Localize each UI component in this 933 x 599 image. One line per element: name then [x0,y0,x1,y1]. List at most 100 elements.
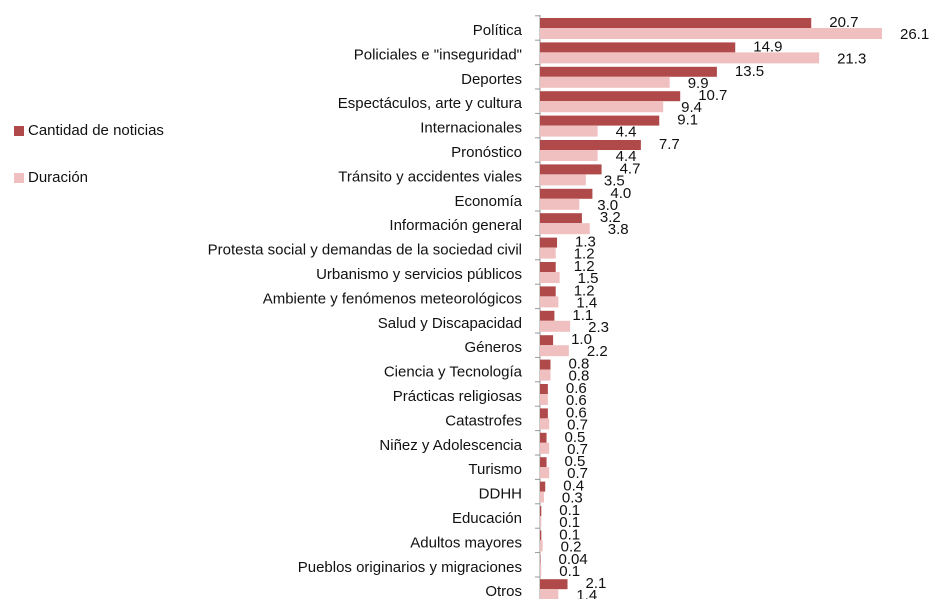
bar [540,91,681,102]
value-label: 21.3 [837,50,866,67]
y-tick-label: Salud y Discapacidad [378,315,522,332]
value-label: 2.3 [588,319,609,336]
value-label: 4.4 [616,124,637,141]
value-label: 0.6 [566,380,587,397]
value-label: 26.1 [900,26,929,43]
value-label: 4.0 [610,185,631,202]
y-tick-label: Política [473,22,523,39]
bar [540,125,598,137]
y-tick-label: Otros [485,583,522,599]
bar [540,564,542,576]
bar [540,335,554,346]
bar [540,101,664,113]
legend-label: Duración [28,169,88,186]
bar [540,579,568,590]
bar [540,272,560,283]
value-label: 14.9 [753,38,782,55]
y-tick-label: Espectáculos, arte y cultura [338,95,523,112]
value-label: 9.1 [677,112,698,129]
bar [540,198,580,210]
bar [540,247,556,259]
bar [540,296,559,308]
value-label: 1.0 [571,331,592,348]
y-tick-label: Deportes [461,71,522,88]
value-label: 1.2 [574,258,595,275]
bar [540,516,542,527]
y-tick-label: Tránsito y accidentes viales [338,168,522,185]
y-tick-label: Ciencia y Tecnología [384,364,523,381]
value-label: 0.7 [567,416,588,433]
legend-swatch [14,173,24,183]
value-label: 0.8 [568,356,589,373]
y-tick-label: Adultos mayores [410,534,522,551]
value-label: 2.2 [587,343,608,360]
value-label: 0.6 [566,392,587,409]
y-tick-label: Pueblos originarios y migraciones [298,559,522,576]
bar [540,174,586,186]
value-label: 0.04 [559,551,588,568]
bar [540,286,556,297]
y-tick-label: Internacionales [420,120,522,137]
value-label: 2.1 [586,575,607,592]
value-label: 0.1 [559,514,580,531]
value-label: 1.5 [578,270,599,287]
value-label: 10.7 [698,87,727,104]
value-label: 0.4 [563,478,584,495]
y-tick-label: Economía [454,193,522,210]
legend-swatch [14,126,24,136]
value-label: 0.7 [567,441,588,458]
value-label: 1.2 [574,282,595,299]
bar [540,457,547,468]
bar [540,52,820,64]
value-label: 0.5 [565,429,586,446]
bar [540,491,544,503]
bar [540,28,882,39]
value-label: 3.8 [608,221,629,238]
y-tick-label: Información general [389,217,522,234]
y-tick-label: Prácticas religiosas [393,388,522,405]
bar [540,432,547,443]
bar [540,418,550,430]
y-tick-label: Urbanismo y servicios públicos [316,266,522,283]
bar [540,540,543,552]
bar [540,408,548,419]
value-label: 0.1 [559,526,580,543]
y-tick-label: Niñez y Adolescencia [379,437,522,454]
bar [540,213,582,224]
value-label: 9.4 [681,99,702,116]
value-label: 0.7 [567,465,588,482]
bar [540,42,736,53]
value-label: 3.0 [597,197,618,214]
bar [540,530,542,541]
bar [540,223,590,235]
bar [540,66,717,77]
value-label: 7.7 [659,136,680,153]
bar [540,320,571,332]
value-label: 1.1 [572,307,593,324]
value-label: 20.7 [829,14,858,31]
y-tick-label: Educación [452,510,522,527]
bar [540,164,602,175]
value-label: 0.6 [566,404,587,421]
y-tick-label: DDHH [479,486,522,503]
bar [540,140,641,150]
bar [540,150,598,161]
bar [540,115,660,126]
bar [540,442,550,454]
bar [540,262,556,272]
bar [540,18,812,28]
value-label: 0.1 [559,563,580,580]
y-tick-label: Policiales e "inseguridad" [354,46,522,63]
bar [540,369,551,381]
y-tick-label: Catastrofes [445,412,522,429]
value-label: 0.5 [565,453,586,470]
bar [540,188,593,199]
bar [540,384,548,394]
y-tick-label: Pronóstico [451,144,522,161]
value-label: 0.1 [559,502,580,519]
value-label: 1.4 [576,587,597,599]
bar [540,76,670,88]
bar [540,345,569,357]
value-label: 1.3 [575,234,596,251]
